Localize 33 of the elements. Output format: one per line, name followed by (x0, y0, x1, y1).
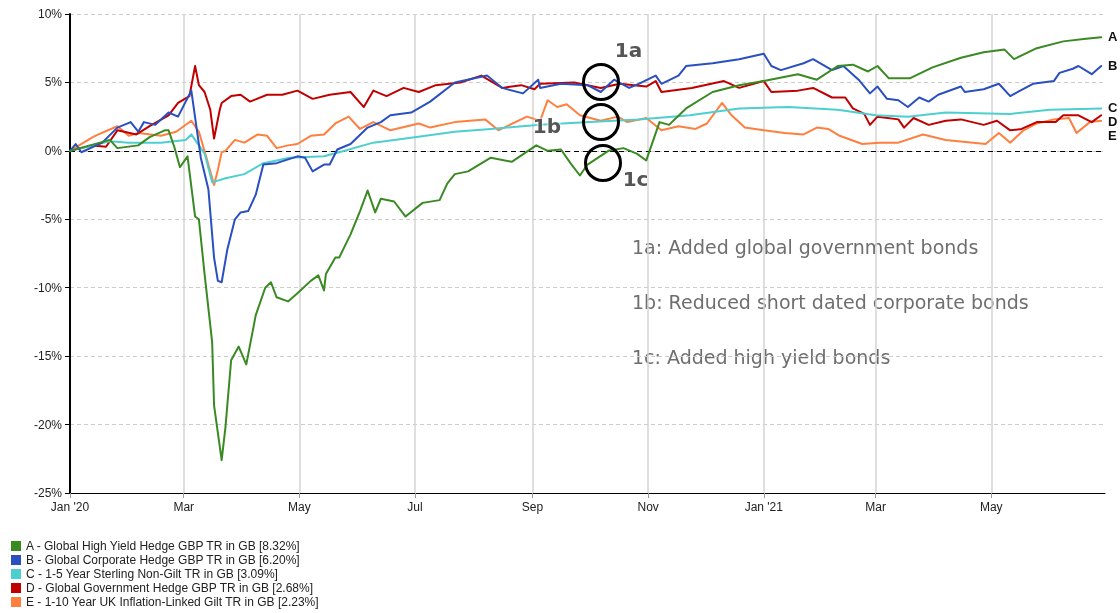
x-tick-label: Sep (521, 500, 544, 514)
y-tick-label: -5% (40, 212, 63, 227)
annotation: A (1108, 29, 1118, 46)
annotation: 1a: Added global government bonds (632, 235, 979, 258)
y-tick-label: -20% (33, 417, 63, 432)
annotation: 1a (614, 38, 643, 63)
legend-label: D - Global Government Hedge GBP TR in GB [2.68%] (26, 581, 314, 595)
y-tick-label: 0% (44, 143, 63, 158)
annotation: C (1108, 100, 1118, 117)
x-tick-label: May (979, 500, 1003, 514)
y-tick-label: 5% (44, 75, 63, 90)
x-tick-label: Jul (407, 500, 423, 514)
x-tick-label: Mar (173, 500, 195, 514)
x-tick-label: May (288, 500, 311, 514)
annotation: 1b: Reduced short dated corporate bonds (632, 290, 1029, 313)
y-tick-label: -25% (33, 486, 63, 500)
line-series (69, 36, 1103, 462)
x-tick-label: Jan '21 (744, 500, 784, 514)
x-tick-label: Jan '20 (50, 500, 90, 514)
annotation: 1c: Added high yield bonds (632, 345, 891, 368)
annotation: E (1108, 128, 1117, 145)
x-tick-label: Nov (637, 500, 659, 514)
annotation: B (1108, 58, 1118, 74)
legend-label: C - 1-5 Year Sterling Non-Gilt TR in GB [3.09%] (26, 567, 278, 581)
y-tick-label: -10% (33, 280, 63, 295)
legend-label: E - 1-10 Year UK Inflation-Linked Gilt TR in GB [2.23%] (26, 595, 319, 609)
y-tick-label: -15% (33, 349, 63, 364)
x-tick-label: Mar (865, 500, 886, 514)
legend-label: B - Global Corporate Hedge GBP TR in GB [6.20%] (26, 553, 300, 567)
annotation: 1c (622, 167, 649, 192)
legend-label: A - Global High Yield Hedge GBP TR in GB [8.32%] (26, 539, 300, 553)
annotation: D (1108, 114, 1118, 131)
y-tick-label: 10% (37, 7, 63, 21)
